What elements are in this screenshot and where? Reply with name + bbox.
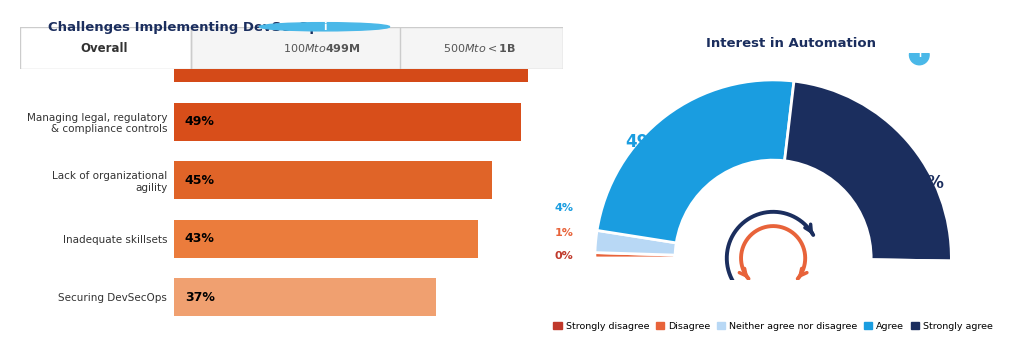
FancyBboxPatch shape: [20, 27, 191, 69]
Text: 4%: 4%: [554, 203, 573, 213]
Text: 0%: 0%: [555, 251, 573, 261]
Text: $100M to $499M: $100M to $499M: [283, 42, 360, 54]
Text: $500M to < $1B: $500M to < $1B: [442, 42, 516, 54]
Text: 47%: 47%: [904, 174, 944, 192]
Wedge shape: [595, 230, 676, 255]
Text: 1%: 1%: [555, 228, 573, 238]
Text: 45%: 45%: [184, 174, 215, 187]
Text: Challenges Implementing DevSecOps: Challenges Implementing DevSecOps: [47, 21, 327, 34]
Text: i: i: [323, 22, 327, 32]
Wedge shape: [597, 80, 794, 243]
Circle shape: [259, 23, 389, 31]
Bar: [174, 220, 478, 258]
Legend: Strongly disagree, Disagree, Neither agree nor disagree, Agree, Strongly agree: Strongly disagree, Disagree, Neither agr…: [550, 318, 996, 335]
Text: 50%: 50%: [184, 57, 215, 70]
Wedge shape: [595, 252, 675, 258]
Bar: [174, 103, 521, 141]
Text: 37%: 37%: [184, 291, 215, 304]
Bar: [174, 44, 527, 82]
Text: 49%: 49%: [184, 115, 215, 128]
FancyBboxPatch shape: [20, 27, 563, 69]
Circle shape: [909, 45, 929, 65]
Wedge shape: [595, 258, 951, 343]
Bar: [174, 161, 493, 199]
Text: Overall: Overall: [81, 42, 128, 55]
Text: 49%: 49%: [625, 133, 665, 151]
Text: Interest in Automation: Interest in Automation: [706, 37, 876, 50]
Text: 43%: 43%: [184, 232, 215, 245]
Text: i: i: [918, 50, 921, 59]
Bar: [174, 278, 436, 316]
Wedge shape: [784, 81, 951, 261]
